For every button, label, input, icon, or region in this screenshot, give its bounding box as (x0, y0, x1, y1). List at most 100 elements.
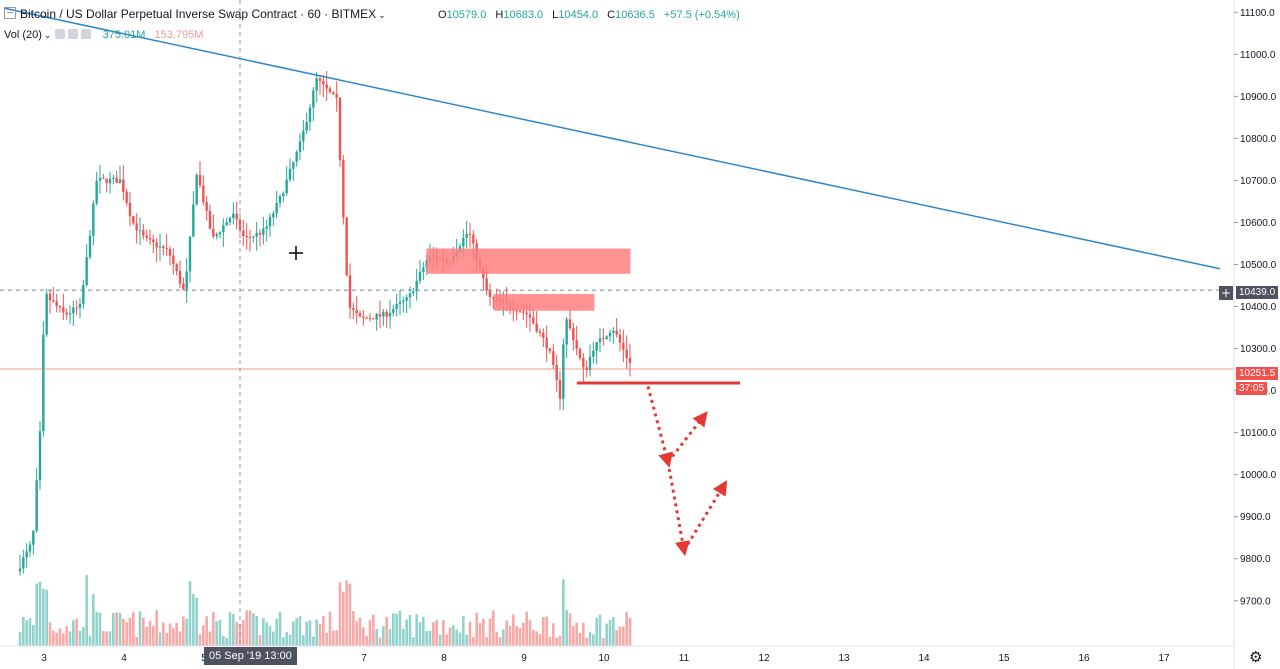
volume-bar (175, 622, 178, 646)
volume-bar (265, 622, 268, 646)
volume-bar (508, 625, 512, 646)
volume-bar (502, 629, 505, 646)
volume-bar (225, 637, 228, 646)
volume-legend: Vol (20) ⌄ 375.01M 153.795M (4, 29, 203, 41)
volume-bar (268, 625, 272, 646)
change-value: +57.5 (+0.54%) (663, 9, 740, 21)
candle-body (205, 202, 208, 211)
volume-bar (572, 626, 575, 646)
volume-bar (388, 629, 392, 646)
candle-body (58, 306, 62, 308)
volume-bar (232, 614, 235, 646)
volume-bar (35, 583, 38, 646)
candle-body (262, 228, 265, 235)
volume-bar (95, 612, 98, 646)
volume-bar (405, 619, 408, 646)
candle-body (558, 379, 562, 399)
settings-icon[interactable] (67, 29, 78, 39)
volume-bar (65, 626, 68, 646)
volume-bar (275, 618, 278, 646)
candle-body (288, 168, 292, 180)
volume-bar (142, 617, 145, 646)
time-axis-label: 4 (121, 653, 127, 664)
candle-body (52, 300, 55, 302)
volume-bar (475, 612, 478, 646)
volume-bar (602, 637, 605, 646)
volume-bar (512, 614, 515, 646)
chevron-down-icon[interactable]: ⌄ (43, 30, 52, 40)
candle-body (602, 338, 605, 340)
candle-body (32, 530, 35, 545)
candle-body (622, 342, 625, 350)
volume-bar (222, 635, 225, 646)
volume-bar (398, 610, 402, 646)
candle-body (88, 235, 92, 258)
volume-bar (492, 610, 495, 646)
symbol-title[interactable]: Bitcoin / US Dollar Perpetual Inverse Sw… (20, 7, 297, 21)
bar-countdown-label: 37:05 (1236, 382, 1268, 395)
candle-body (422, 267, 425, 272)
candle-body (198, 174, 202, 186)
candle-body (625, 349, 628, 358)
price-axis-label: 10600.0 (1240, 218, 1277, 229)
volume-bar (125, 622, 128, 646)
candle-body (318, 78, 322, 82)
price-axis-label: 9700.0 (1240, 596, 1271, 607)
interval-label[interactable]: 60 (307, 7, 321, 21)
volume-value-2: 153.795M (154, 29, 204, 41)
candle-body (178, 271, 182, 284)
volume-bar (378, 637, 382, 646)
volume-bar (608, 619, 612, 646)
candle-body (185, 271, 188, 290)
candle-body (348, 275, 352, 309)
volume-bar (208, 631, 212, 646)
candle-body (352, 308, 355, 311)
volume-bar (258, 635, 262, 646)
candle-body (628, 357, 632, 363)
candle-body (518, 311, 522, 313)
volume-bar (305, 621, 308, 646)
close-icon[interactable] (80, 29, 91, 39)
volume-bar (622, 626, 625, 646)
candle-body (535, 323, 538, 332)
volume-bar (178, 631, 182, 646)
volume-bar (282, 637, 285, 646)
candle-body (485, 278, 488, 291)
candle-body (55, 301, 58, 307)
volume-bar (245, 610, 248, 646)
volume-bar (262, 618, 265, 646)
candle-body (202, 185, 205, 203)
candle-body (165, 248, 168, 250)
candle-body (322, 81, 325, 85)
candle-body (45, 293, 48, 335)
candle-body (525, 312, 528, 315)
candle-body (18, 568, 22, 572)
volume-bar (448, 627, 452, 646)
volume-bar (488, 618, 492, 646)
candle-body (542, 332, 545, 338)
volume-bar (22, 616, 25, 646)
volume-bars (18, 575, 632, 646)
time-axis-label: 17 (1158, 653, 1170, 664)
chevron-down-icon[interactable]: ⌄ (378, 10, 386, 20)
eye-icon[interactable] (54, 29, 65, 39)
chart-settings-icon[interactable]: ⚙ (1249, 649, 1263, 666)
volume-bar (322, 615, 325, 646)
candle-body (598, 338, 602, 343)
volume-bar (112, 612, 115, 646)
candle-body (295, 151, 298, 162)
volume-bar (68, 631, 72, 646)
candle-body (82, 284, 85, 304)
volume-bar (188, 581, 192, 646)
volume-indicator-label[interactable]: Vol (20) (4, 29, 42, 41)
exchange-label[interactable]: BITMEX (331, 7, 377, 21)
candle-body (582, 358, 585, 368)
volume-bar (235, 621, 238, 646)
volume-bar (192, 594, 195, 646)
volume-bar (505, 620, 508, 646)
volume-bar (445, 634, 448, 646)
volume-bar (158, 632, 162, 646)
candle-body (415, 280, 418, 292)
collapse-legend-icon[interactable] (4, 7, 16, 19)
